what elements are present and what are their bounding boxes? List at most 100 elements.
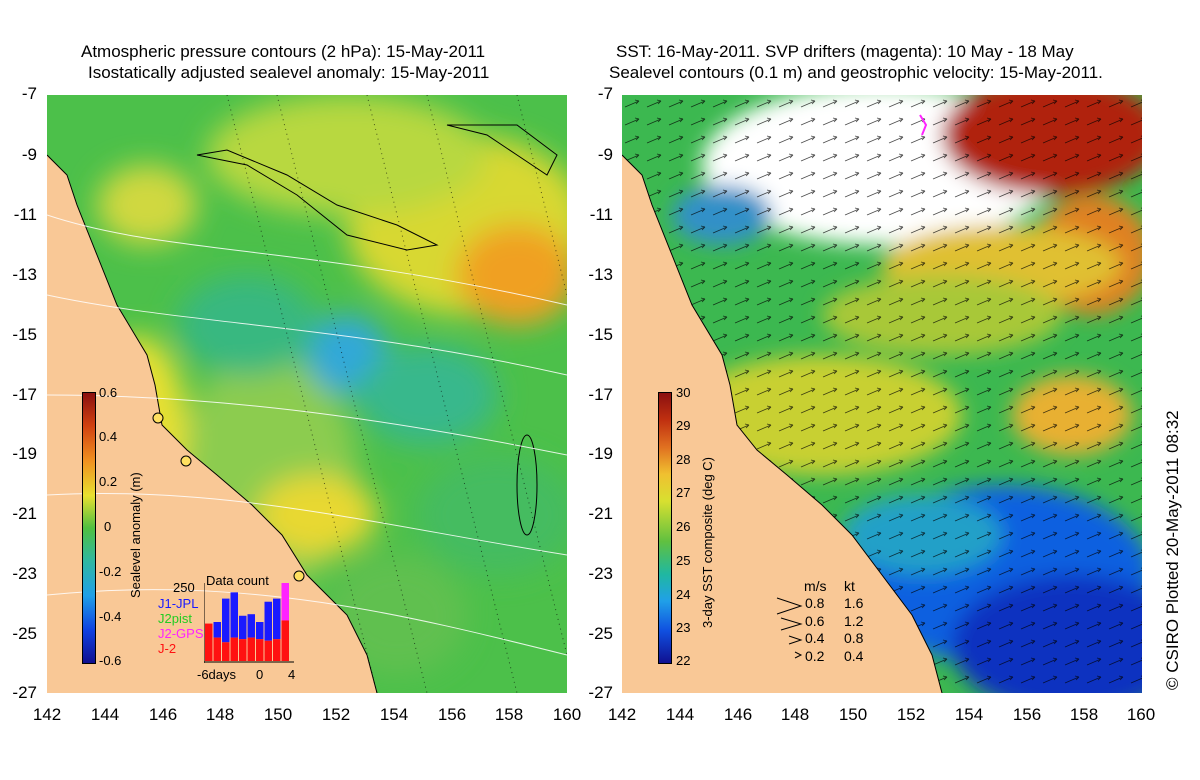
x-tick-label: 146 <box>148 705 178 724</box>
y-tick-label: -7 <box>21 84 37 103</box>
left-title-line1: Atmospheric pressure contours (2 hPa): 1… <box>81 42 486 61</box>
data-count-bar-upper <box>273 598 281 640</box>
y-tick-label: -15 <box>588 325 613 344</box>
data-count-bar-lower <box>205 623 213 661</box>
y-tick-label: -17 <box>588 385 613 404</box>
y-tick-label: -27 <box>12 683 37 702</box>
sealevel-colorbar-tick: -0.6 <box>99 653 122 668</box>
y-tick-label: -19 <box>12 444 37 463</box>
x-tick-label: 154 <box>379 705 409 724</box>
y-tick-label: -9 <box>597 145 613 164</box>
velocity-legend-ms: 0.6 <box>805 613 825 629</box>
data-count-bar-lower <box>264 640 272 661</box>
x-tick-label: 152 <box>321 705 351 724</box>
y-tick-label: -21 <box>12 504 37 523</box>
data-count-legend-j-2: J-2 <box>158 641 177 656</box>
velocity-arrow-icons <box>776 597 803 659</box>
data-count-bar-lower <box>247 637 255 661</box>
y-tick-label: -25 <box>12 624 37 643</box>
y-tick-label: -21 <box>588 504 613 523</box>
data-count-bar-upper <box>222 598 230 643</box>
x-tick-label: 146 <box>723 705 753 724</box>
y-tick-label: -25 <box>588 624 613 643</box>
data-count-legend-j2pist: J2pist <box>158 611 192 626</box>
velocity-legend-kt-header: kt <box>844 578 855 594</box>
data-count-bar-lower <box>273 639 281 661</box>
sst-colorbar-tick: 30 <box>676 385 691 400</box>
sst-colorbar-tick: 24 <box>676 587 691 602</box>
velocity-legend-ms: 0.8 <box>805 595 825 611</box>
data-count-x-zero: 0 <box>256 667 264 682</box>
velocity-legend-kt: 0.4 <box>844 648 864 664</box>
sst-colorbar-tick: 22 <box>676 653 691 668</box>
credit-text: © CSIRO Plotted 20-May-2011 08:32 <box>1163 410 1182 690</box>
data-count-x-start: -6days <box>197 667 237 682</box>
y-tick-label: -23 <box>588 564 613 583</box>
sealevel-anomaly-map <box>47 95 567 693</box>
sst-colorbar-tick: 25 <box>676 553 691 568</box>
sst-colorbar-tick: 29 <box>676 418 691 433</box>
data-count-title: Data count <box>206 573 269 588</box>
data-count-bar-lower <box>239 639 247 661</box>
data-count-bar-upper <box>247 614 255 638</box>
velocity-legend-ms-header: m/s <box>804 578 827 594</box>
velocity-legend-kt: 1.2 <box>844 613 864 629</box>
x-tick-label: 144 <box>665 705 695 724</box>
x-tick-label: 156 <box>1012 705 1042 724</box>
data-count-bar-lower <box>213 637 221 661</box>
x-tick-label: 150 <box>263 705 293 724</box>
y-tick-label: -15 <box>12 325 37 344</box>
data-count-bar-upper <box>281 583 289 621</box>
sealevel-colorbar-tick: -0.4 <box>99 609 122 624</box>
y-tick-label: -7 <box>597 84 613 103</box>
data-count-bar-lower <box>256 639 264 661</box>
data-count-bar-upper <box>256 622 264 640</box>
data-count-max: 250 <box>173 580 195 595</box>
sst-colorbar-tick: 27 <box>676 485 691 500</box>
y-tick-label: -17 <box>12 385 37 404</box>
x-tick-label: 156 <box>437 705 467 724</box>
y-tick-label: -23 <box>12 564 37 583</box>
x-tick-label: 148 <box>780 705 810 724</box>
left-title-line2: Isostatically adjusted sealevel anomaly:… <box>88 63 490 82</box>
sealevel-colorbar-tick: 0.6 <box>99 385 118 400</box>
sst-colorbar-tick: 28 <box>676 452 691 467</box>
data-count-legend-j1-jpl: J1-JPL <box>158 596 199 611</box>
sealevel-anomaly-map-graphic <box>47 95 567 693</box>
sealevel-colorbar-tick: 0.4 <box>99 429 118 444</box>
sst-colorbar-label: 3-day SST composite (deg C) <box>700 457 715 628</box>
velocity-legend-ms: 0.4 <box>805 630 825 646</box>
x-tick-label: 150 <box>838 705 868 724</box>
sst-colorbar-tick: 26 <box>676 519 691 534</box>
x-tick-label: 154 <box>954 705 984 724</box>
velocity-legend-kt: 1.6 <box>844 595 864 611</box>
x-tick-label: 160 <box>1126 705 1156 724</box>
right-title-line2: Sealevel contours (0.1 m) and geostrophi… <box>609 63 1103 82</box>
sst-colorbar-tick: 23 <box>676 620 691 635</box>
data-count-x-end: 4 <box>288 667 296 682</box>
sst-colorbar <box>658 392 672 664</box>
right-title-line1: SST: 16-May-2011. SVP drifters (magenta)… <box>616 42 1074 61</box>
y-tick-label: -11 <box>13 205 37 224</box>
x-tick-label: 152 <box>896 705 926 724</box>
y-tick-label: -13 <box>588 265 613 284</box>
x-tick-label: 144 <box>90 705 120 724</box>
x-tick-label: 142 <box>607 705 637 724</box>
x-tick-label: 148 <box>205 705 235 724</box>
sst-map <box>622 95 1142 693</box>
velocity-legend-kt: 0.8 <box>844 630 864 646</box>
data-count-bars <box>204 583 294 663</box>
x-tick-label: 158 <box>1069 705 1099 724</box>
y-tick-label: -13 <box>12 265 37 284</box>
data-count-bar-lower <box>281 620 289 661</box>
y-tick-label: -27 <box>588 683 613 702</box>
sealevel-colorbar-tick: 0.2 <box>99 474 118 489</box>
data-count-bar-upper <box>230 592 238 638</box>
data-count-bar-lower <box>222 642 230 661</box>
sealevel-colorbar-tick: 0 <box>104 519 112 534</box>
x-tick-label: 160 <box>552 705 582 724</box>
data-count-bar-upper <box>213 622 221 638</box>
sealevel-colorbar-label: Sealevel anomaly (m) <box>128 472 143 598</box>
data-count-legend-j2-gps: J2-GPS <box>158 626 204 641</box>
velocity-legend-ms: 0.2 <box>805 648 825 664</box>
